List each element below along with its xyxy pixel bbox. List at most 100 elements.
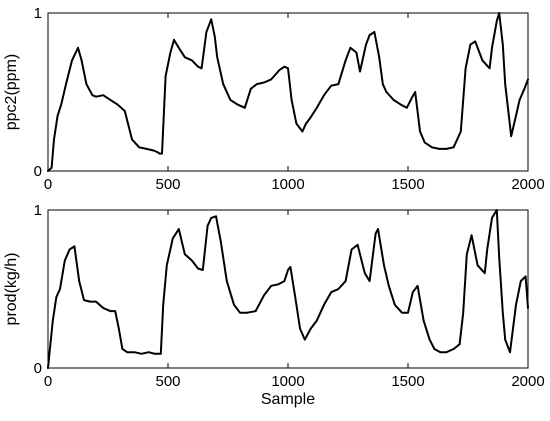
y-tick-label: 0 bbox=[34, 360, 42, 377]
data-point bbox=[498, 256, 501, 259]
data-point bbox=[222, 83, 224, 85]
data-point bbox=[383, 264, 385, 267]
data-point bbox=[470, 234, 473, 237]
data-point bbox=[250, 88, 252, 90]
data-point bbox=[102, 94, 104, 96]
data-point bbox=[178, 46, 180, 49]
y-axis-label: ppc2(ppm) bbox=[3, 54, 20, 130]
data-point bbox=[191, 259, 193, 262]
data-point bbox=[524, 275, 527, 278]
data-point bbox=[138, 146, 140, 149]
data-point bbox=[53, 138, 55, 141]
data-point bbox=[206, 225, 209, 227]
data-point bbox=[47, 170, 49, 172]
data-point bbox=[216, 56, 218, 59]
data-point bbox=[460, 130, 462, 133]
data-point bbox=[131, 138, 133, 141]
data-point bbox=[172, 237, 174, 240]
data-point bbox=[164, 75, 167, 77]
x-axis-label: Sample bbox=[261, 391, 315, 408]
data-point bbox=[148, 351, 150, 354]
data-point bbox=[502, 311, 504, 314]
data-point bbox=[95, 300, 97, 303]
data-point bbox=[169, 51, 172, 54]
data-point bbox=[283, 65, 286, 68]
data-point bbox=[433, 348, 436, 350]
data-point bbox=[452, 348, 455, 350]
data-point bbox=[419, 130, 421, 133]
series-line bbox=[47, 209, 529, 369]
data-point bbox=[308, 118, 311, 120]
data-point bbox=[83, 299, 85, 301]
data-point bbox=[428, 338, 431, 341]
x-tick-label: 1500 bbox=[391, 176, 424, 193]
data-point bbox=[295, 122, 298, 125]
data-point bbox=[114, 310, 116, 312]
data-point bbox=[121, 348, 124, 350]
data-point bbox=[304, 338, 306, 341]
data-point bbox=[184, 253, 186, 256]
data-point bbox=[287, 67, 289, 70]
data-point bbox=[438, 148, 441, 150]
data-point bbox=[91, 94, 94, 96]
data-point bbox=[178, 228, 180, 230]
data-point bbox=[299, 327, 301, 330]
data-point bbox=[491, 46, 493, 49]
data-point bbox=[374, 232, 377, 235]
data-point bbox=[462, 311, 465, 314]
data-point bbox=[424, 141, 426, 144]
data-point bbox=[102, 307, 104, 309]
data-point bbox=[160, 352, 162, 355]
data-point bbox=[49, 343, 52, 346]
data-point bbox=[414, 91, 417, 93]
data-point bbox=[527, 307, 529, 309]
data-point bbox=[474, 40, 477, 43]
data-point bbox=[445, 351, 448, 354]
data-point bbox=[109, 310, 112, 312]
data-point bbox=[214, 35, 216, 38]
data-point bbox=[85, 83, 88, 85]
data-point bbox=[527, 78, 529, 81]
data-point bbox=[263, 81, 265, 84]
data-point bbox=[523, 88, 526, 90]
data-point bbox=[355, 51, 358, 54]
data-point bbox=[439, 351, 442, 354]
data-point bbox=[486, 248, 489, 251]
data-point bbox=[246, 311, 248, 314]
data-point bbox=[330, 84, 333, 87]
x-tick-label: 1500 bbox=[391, 373, 424, 390]
data-point bbox=[392, 99, 395, 101]
data-point bbox=[365, 43, 367, 46]
data-point bbox=[515, 304, 517, 306]
data-point bbox=[197, 65, 199, 68]
data-point bbox=[401, 311, 403, 314]
data-point bbox=[337, 288, 340, 290]
data-point bbox=[161, 152, 163, 155]
x-tick-label: 0 bbox=[44, 176, 52, 193]
data-point bbox=[294, 296, 297, 298]
data-point bbox=[154, 352, 156, 355]
data-point bbox=[394, 304, 396, 306]
data-point bbox=[323, 304, 325, 306]
data-point bbox=[310, 327, 312, 330]
x-tick-label: 2000 bbox=[511, 373, 544, 390]
data-point bbox=[491, 217, 493, 219]
data-point bbox=[210, 217, 212, 219]
data-point bbox=[278, 69, 281, 71]
data-point bbox=[407, 311, 409, 314]
data-point bbox=[60, 103, 62, 106]
data-point bbox=[71, 59, 73, 62]
data-point bbox=[89, 300, 91, 303]
data-point bbox=[416, 285, 419, 287]
y-tick-label: 1 bbox=[34, 202, 42, 219]
data-point bbox=[77, 46, 79, 49]
data-point bbox=[158, 152, 161, 155]
data-point bbox=[368, 34, 371, 36]
data-point bbox=[116, 103, 119, 106]
data-point bbox=[406, 107, 408, 109]
data-point bbox=[263, 294, 265, 297]
series-line bbox=[47, 12, 529, 172]
data-point bbox=[202, 269, 204, 271]
data-point bbox=[388, 285, 390, 287]
